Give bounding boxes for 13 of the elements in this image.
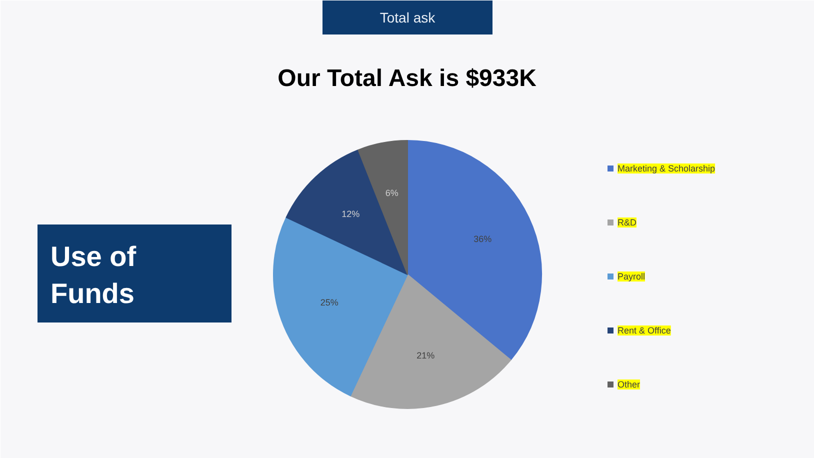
- text: Total ask: [380, 10, 436, 26]
- data-label: 21%: [416, 350, 435, 361]
- text: Use of Funds: [50, 241, 137, 309]
- legend-label: Other: [618, 380, 640, 390]
- legend-label: R&D: [618, 218, 637, 228]
- data-label: 6%: [385, 188, 398, 198]
- legend-label: Marketing & Scholarship: [618, 164, 716, 174]
- legend-label: Rent & Office: [618, 326, 671, 336]
- legend-label: Payroll: [618, 272, 646, 282]
- data-label: 25%: [320, 298, 338, 308]
- data-label: 12%: [342, 208, 360, 219]
- data-label: 36%: [474, 234, 492, 244]
- chart-title: Our Total Ask is $933K: [278, 65, 538, 92]
